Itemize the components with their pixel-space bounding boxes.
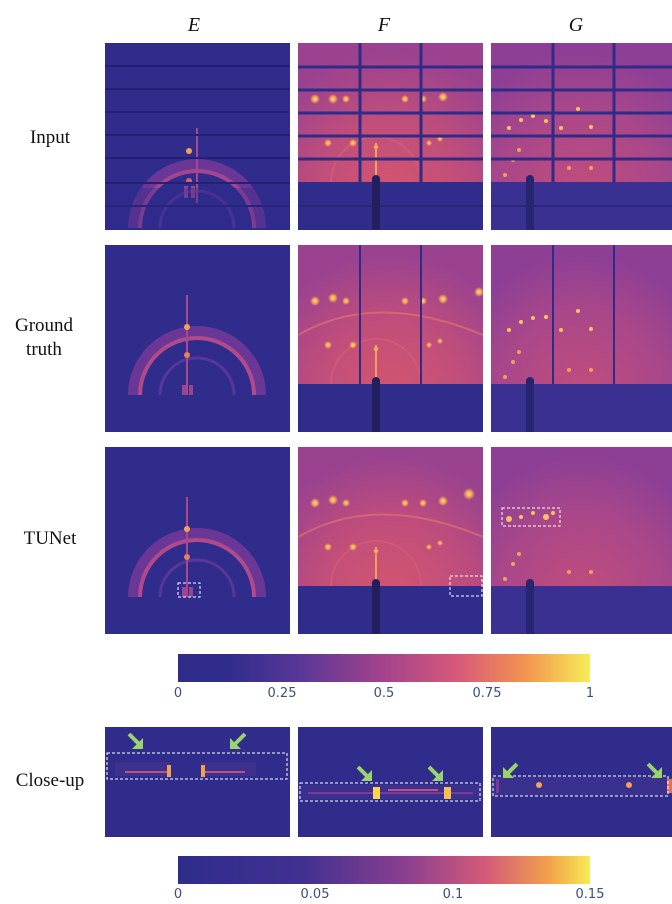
colorbar-main-tick: 0 xyxy=(173,686,183,701)
panel-ground-truth-e xyxy=(105,245,290,432)
panel-tunet-g xyxy=(491,447,672,634)
panel-tunet-e xyxy=(105,447,290,634)
dashed-box-annotation xyxy=(106,752,288,780)
panel-tunet-f xyxy=(298,447,483,634)
panel-close-up-f xyxy=(298,727,483,837)
column-label-e: E xyxy=(187,14,201,36)
arrow-annotation-icon xyxy=(427,765,443,781)
panel-ground-truth-f xyxy=(298,245,483,432)
dashed-box-annotation xyxy=(299,782,481,802)
arrow-annotation-icon xyxy=(230,732,247,749)
arrow-annotation-icon xyxy=(356,765,372,781)
column-label-f: F xyxy=(377,14,391,36)
dashed-box-annotation xyxy=(177,582,201,598)
colorbar-close-up-tick: 0.05 xyxy=(300,887,330,902)
panel-input-g xyxy=(491,43,672,230)
row-label-tunet: TUNet xyxy=(23,528,77,549)
row-label-input: Input xyxy=(29,127,71,148)
colorbar-close-up xyxy=(178,856,590,884)
colorbar-main-tick: 1 xyxy=(585,686,595,701)
dashed-box-annotation xyxy=(501,507,561,527)
panel-input-e xyxy=(105,43,290,230)
colorbar-main-ticks: 0 0.25 0.5 0.75 1 xyxy=(174,686,594,704)
panel-close-up-g xyxy=(491,727,672,837)
panel-ground-truth-g xyxy=(491,245,672,432)
colorbar-close-up-tick: 0 xyxy=(173,887,183,902)
colorbar-close-up-tick: 0.15 xyxy=(575,887,605,902)
colorbar-main-tick: 0.75 xyxy=(472,686,502,701)
arrow-annotation-icon xyxy=(646,762,662,778)
arrow-annotation-icon xyxy=(503,762,519,778)
panel-input-f xyxy=(298,43,483,230)
panel-close-up-e xyxy=(105,727,290,837)
colorbar-main-tick: 0.25 xyxy=(267,686,297,701)
arrow-annotation-icon xyxy=(127,732,143,749)
row-label-ground-truth: Ground truth xyxy=(14,315,74,360)
row-label-close-up: Close-up xyxy=(15,770,85,791)
dashed-box-annotation xyxy=(449,575,483,597)
colorbar-main xyxy=(178,654,590,682)
colorbar-close-up-ticks: 0 0.05 0.1 0.15 xyxy=(174,887,605,904)
column-label-g: G xyxy=(568,14,584,36)
colorbar-close-up-tick: 0.1 xyxy=(442,887,464,902)
dashed-box-annotation xyxy=(492,775,669,797)
colorbar-main-tick: 0.5 xyxy=(373,686,395,701)
